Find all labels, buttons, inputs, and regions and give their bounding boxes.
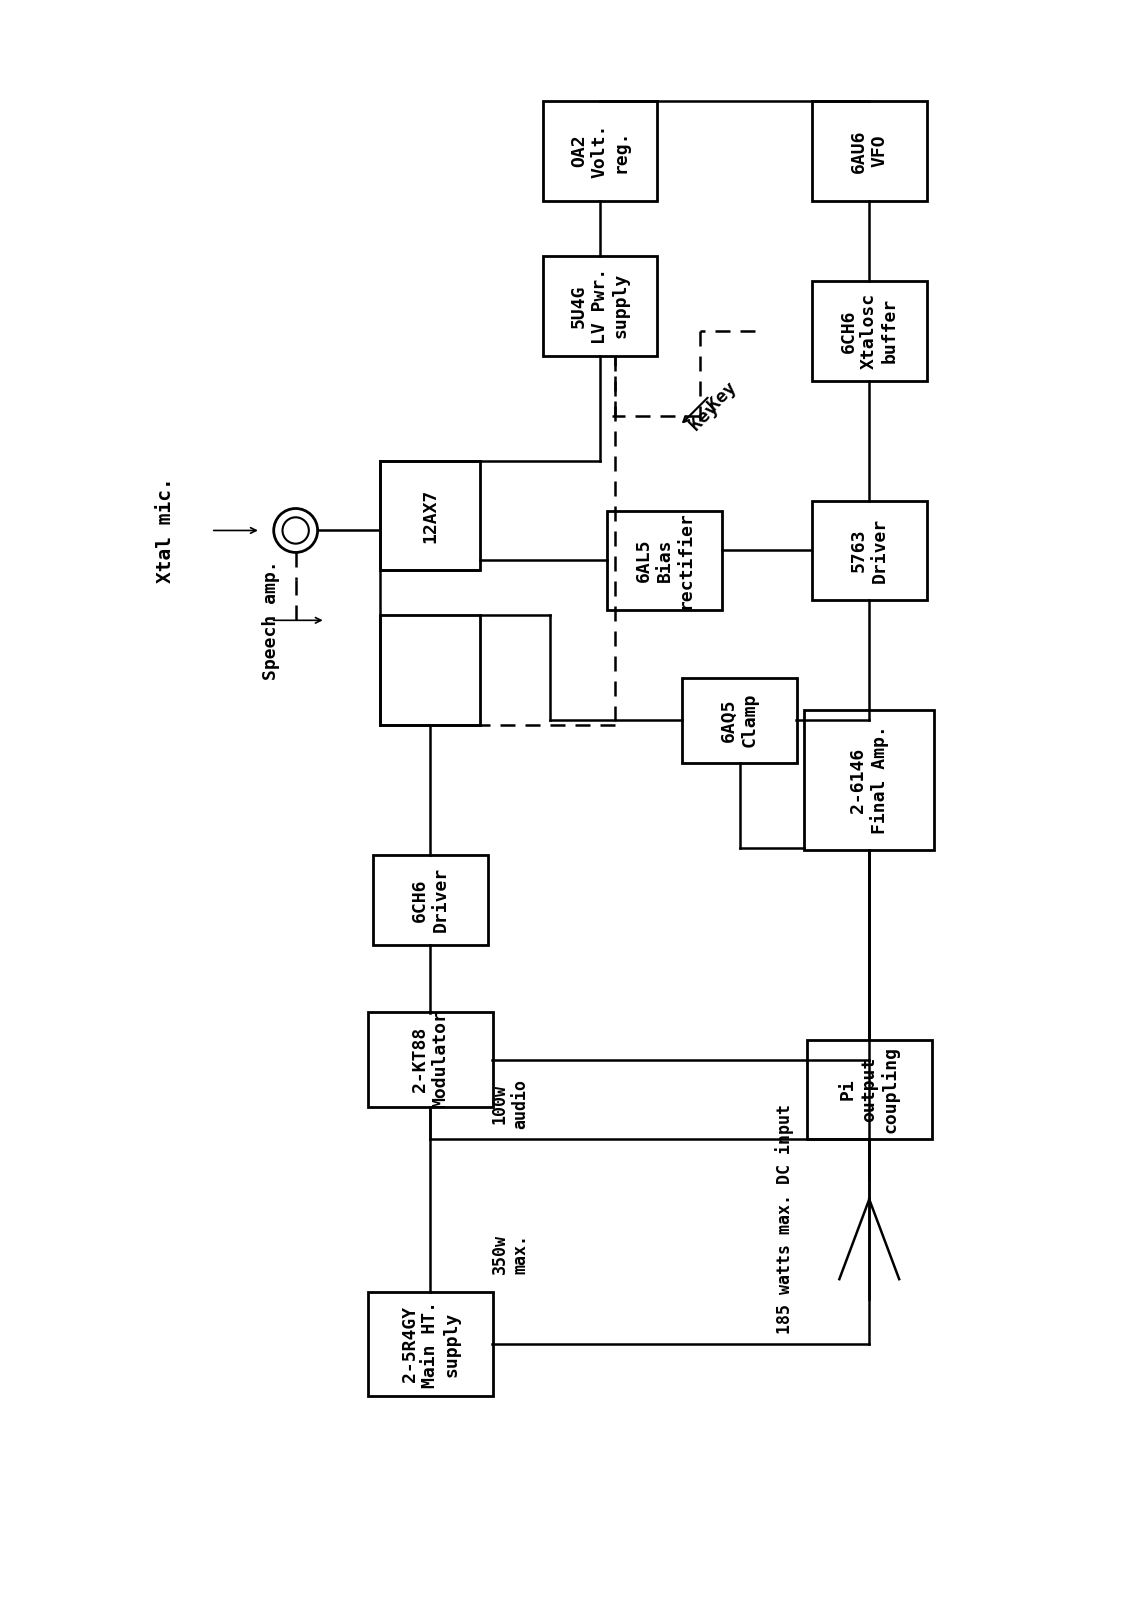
Text: 5U4G
LV Pwr.
supply: 5U4G LV Pwr. supply [570, 267, 630, 344]
Text: Speech amp.: Speech amp. [261, 560, 279, 680]
Bar [368, 1013, 493, 1107]
Text: 2-6146
Final Amp.: 2-6146 Final Amp. [849, 726, 889, 835]
Bar [368, 1291, 493, 1397]
Bar [812, 101, 926, 202]
Bar [812, 282, 926, 381]
Text: 100w
audio: 100w audio [491, 1080, 529, 1130]
Text: 12AX7: 12AX7 [422, 488, 439, 542]
Bar [543, 101, 657, 202]
Text: Xtal mic.: Xtal mic. [156, 477, 175, 584]
Bar [812, 501, 926, 600]
Text: 6AL5
Bias
rectifier: 6AL5 Bias rectifier [634, 512, 694, 610]
Text: 6CH6
Xtalosc
buffer: 6CH6 Xtalosc buffer [839, 293, 899, 370]
Bar [373, 854, 487, 944]
Text: 185 watts max. DC input: 185 watts max. DC input [775, 1104, 794, 1334]
Bar [804, 710, 934, 850]
Text: 5763
Driver: 5763 Driver [849, 518, 889, 582]
Text: 6AQ5
Clamp: 6AQ5 Clamp [720, 693, 759, 747]
Bar [380, 616, 481, 725]
Text: Pi
output
coupling: Pi output coupling [839, 1046, 899, 1133]
Bar [682, 678, 797, 763]
Text: 350w
max.: 350w max. [491, 1234, 529, 1274]
Text: OA2
Volt.
reg.: OA2 Volt. reg. [570, 123, 630, 178]
Text: 2-5R4GY
Main HT.
supply: 2-5R4GY Main HT. supply [400, 1301, 460, 1387]
Bar [607, 510, 722, 610]
Text: 2-KT88
Modulator: 2-KT88 Modulator [411, 1011, 450, 1109]
Text: Key: Key [705, 378, 741, 414]
Text: Key: Key [687, 398, 723, 434]
Bar [543, 256, 657, 355]
Bar [806, 1040, 932, 1139]
Bar [380, 461, 481, 570]
Text: 6AU6
VFO: 6AU6 VFO [849, 130, 889, 173]
Text: 6CH6
Driver: 6CH6 Driver [411, 867, 450, 933]
